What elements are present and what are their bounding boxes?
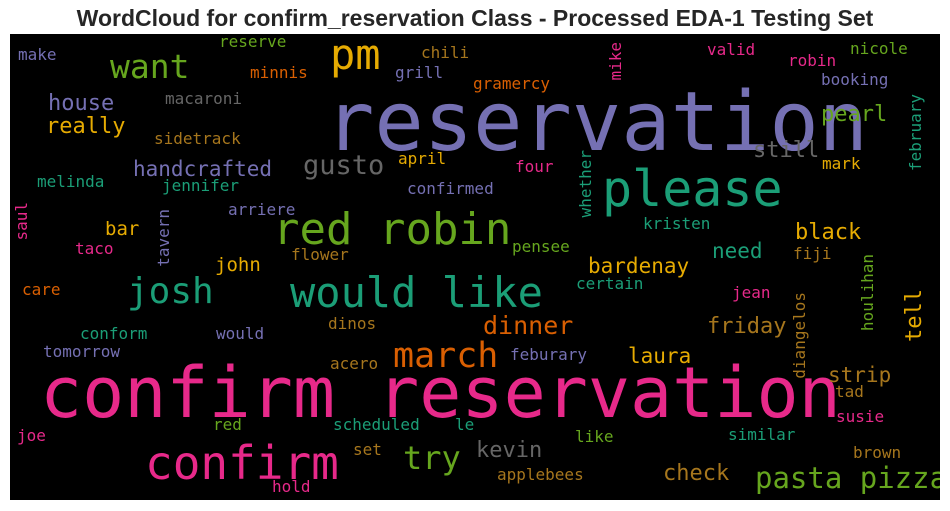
word-taco: taco [75, 239, 114, 258]
word-need: need [712, 239, 763, 263]
word-susie: susie [836, 407, 885, 426]
word-laura: laura [628, 344, 692, 368]
word-would-like: would like [290, 268, 543, 317]
word-brown: brown [853, 443, 902, 462]
word-tomorrow: tomorrow [43, 342, 121, 361]
word-applebees: applebees [497, 465, 584, 484]
word-try: try [403, 439, 461, 477]
word-hold: hold [272, 477, 311, 496]
word-really: really [46, 114, 126, 139]
word-dinner: dinner [483, 311, 574, 340]
word-valid: valid [707, 40, 756, 59]
word-whether: whether [576, 150, 595, 218]
word-nicole: nicole [850, 39, 908, 58]
word-john: john [215, 254, 261, 276]
word-similar: similar [728, 425, 796, 444]
word-kristen: kristen [643, 214, 711, 233]
word-confirmed: confirmed [407, 179, 494, 198]
word-april: april [398, 149, 447, 168]
word-check: check [663, 461, 730, 486]
word-pearl: pearl [821, 102, 888, 127]
word-four: four [515, 157, 554, 176]
word-acero: acero [330, 354, 379, 373]
word-josh: josh [127, 271, 214, 312]
word-certain: certain [576, 274, 644, 293]
word-kevin: kevin [476, 438, 543, 463]
word-want: want [110, 47, 190, 86]
word-cloud-canvas: reservation confirm reservation please red … [10, 34, 940, 500]
word-fiji: fiji [793, 244, 832, 263]
word-houlihan: houlihan [858, 254, 877, 332]
word-melinda: melinda [37, 172, 105, 191]
word-still: still [753, 138, 820, 163]
word-please: please [602, 160, 783, 218]
word-scheduled: scheduled [333, 415, 420, 434]
word-macaroni: macaroni [165, 89, 243, 108]
word-house: house [48, 91, 115, 116]
word-red-robin: red robin [273, 204, 512, 255]
word-diangelos: diangelos [790, 292, 809, 379]
word-flower: flower [291, 245, 349, 264]
word-sidetrack: sidetrack [154, 129, 241, 148]
word-le: le [455, 415, 475, 434]
word-bar: bar [105, 218, 140, 240]
word-chili: chili [421, 43, 470, 62]
word-gusto: gusto [303, 150, 385, 181]
word-reserve: reserve [219, 34, 287, 51]
word-care: care [22, 280, 61, 299]
word-pasta-pizza: pasta pizza [755, 461, 940, 495]
word-mark: mark [822, 154, 861, 173]
word-conform: conform [80, 324, 148, 343]
word-pm: pm [330, 34, 381, 79]
word-booking: booking [821, 70, 889, 89]
word-bardenay: bardenay [588, 254, 690, 278]
word-march: march [393, 336, 499, 376]
chart-title: WordCloud for confirm_reservation Class … [76, 5, 874, 31]
word-jennifer: jennifer [162, 176, 240, 195]
word-dinos: dinos [328, 314, 377, 333]
word-arriere: arriere [228, 200, 296, 219]
word-red: red [213, 415, 242, 434]
word-robin: robin [788, 51, 837, 70]
word-friday: friday [707, 314, 787, 339]
word-gramercy: gramercy [473, 74, 551, 93]
word-strip: strip [828, 363, 892, 387]
word-set: set [353, 440, 382, 459]
word-grill: grill [395, 63, 444, 82]
word-jean: jean [732, 283, 771, 302]
word-confirm: confirm [145, 436, 339, 490]
word-like: like [575, 427, 614, 446]
word-tavern: tavern [154, 209, 173, 267]
word-pensee: pensee [512, 237, 570, 256]
word-mike: mike [606, 42, 625, 81]
word-joe: joe [17, 426, 46, 445]
word-make: make [18, 45, 57, 64]
word-handcrafted: handcrafted [133, 157, 273, 181]
word-black: black [795, 220, 862, 245]
word-confirm-reservation: confirm reservation [40, 352, 841, 434]
word-feburary: feburary [510, 345, 588, 364]
word-minnis: minnis [250, 63, 308, 82]
word-saul: saul [12, 202, 31, 241]
word-would: would [216, 324, 265, 343]
word-reservation: reservation [325, 75, 869, 170]
word-tell: tell [902, 289, 927, 342]
word-february: february [906, 94, 925, 172]
word-tad: tad [835, 382, 864, 401]
